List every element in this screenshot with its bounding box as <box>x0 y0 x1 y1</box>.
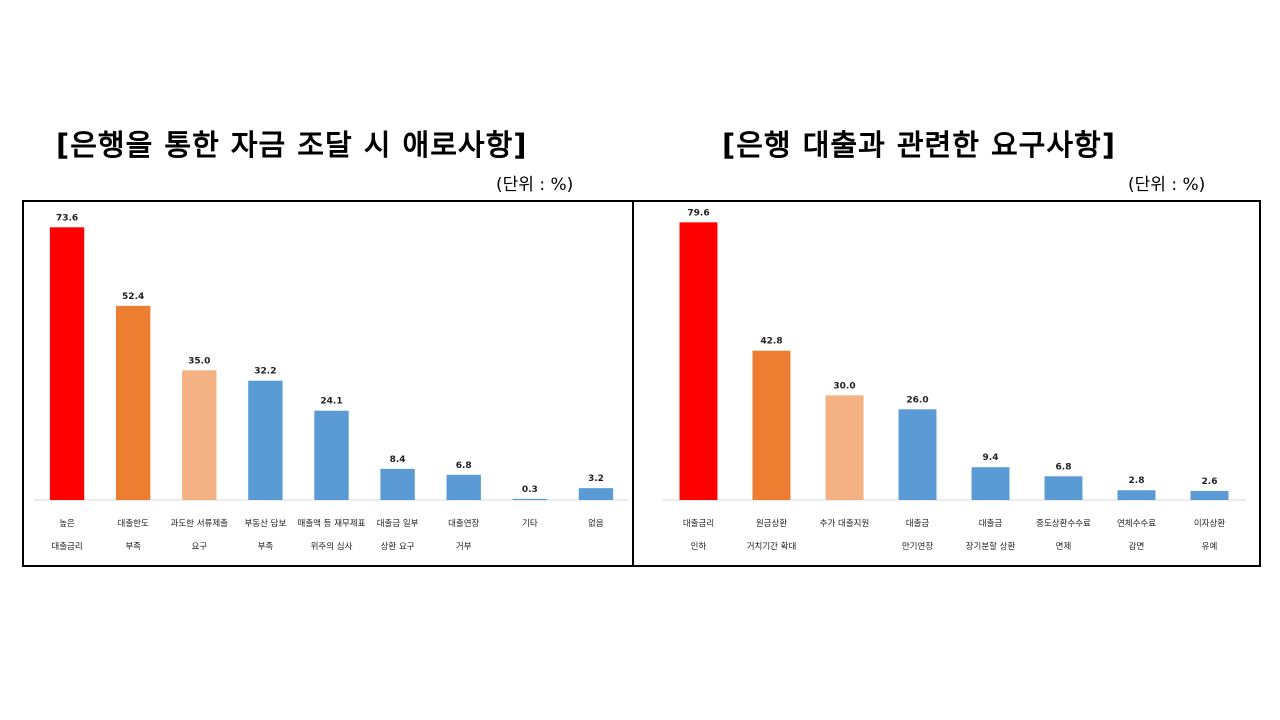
right-category-label-7: 연체수수료 <box>1117 518 1156 529</box>
left-category-label-9: 없음 <box>588 519 604 529</box>
left-data-label-2: 52.4 <box>122 292 144 302</box>
left-unit-label: (단위 : %) <box>496 175 574 195</box>
right-data-label-5: 9.4 <box>983 453 999 463</box>
right-bar-8 <box>1190 490 1229 500</box>
right-data-label-3: 30.0 <box>833 381 855 391</box>
right-category-label-4: 만기연장 <box>902 541 933 552</box>
left-category-label-7: 거부 <box>456 542 472 552</box>
left-category-label-6: 상환 요구 <box>381 541 415 552</box>
left-category-label-6: 대출금 일부 <box>377 518 419 529</box>
right-category-label-8: 유예 <box>1202 541 1218 552</box>
left-data-label-3: 35.0 <box>188 356 210 366</box>
right-bar-5 <box>971 467 1010 500</box>
right-category-label-8: 이자상환 <box>1194 518 1225 529</box>
right-data-label-6: 6.8 <box>1056 462 1072 472</box>
right-unit-label: (단위 : %) <box>1128 175 1206 195</box>
left-category-label-3: 요구 <box>191 542 207 552</box>
left-bar-3 <box>182 370 217 500</box>
right-bar-3 <box>825 395 864 500</box>
left-category-label-8: 기타 <box>522 519 538 529</box>
right-chart-title: [은행 대출과 관련한 요구사항] <box>722 128 1116 162</box>
right-category-label-5: 장기분할 상환 <box>966 541 1016 552</box>
left-bar-8 <box>512 498 548 500</box>
left-bar-2 <box>115 305 151 500</box>
left-bar-7 <box>446 474 481 500</box>
left-data-label-9: 3.2 <box>588 474 604 484</box>
right-category-label-5: 대출금 <box>979 518 1003 529</box>
right-data-label-1: 79.6 <box>687 208 709 218</box>
left-category-label-3: 과도한 서류제출 <box>171 518 229 529</box>
left-data-label-8: 0.3 <box>522 485 538 495</box>
right-category-label-2: 거치기간 확대 <box>747 541 797 552</box>
right-data-label-7: 2.8 <box>1129 476 1145 486</box>
left-category-label-4: 부동산 담보 <box>244 518 286 529</box>
left-category-label-1: 대출금리 <box>51 541 82 552</box>
right-category-label-6: 면제 <box>1056 541 1072 552</box>
left-category-label-5: 매출액 등 재무제표 <box>298 518 366 529</box>
right-bar-7 <box>1117 490 1156 500</box>
left-category-label-1: 높은 <box>59 519 75 529</box>
right-category-label-2: 원금상환 <box>756 518 787 529</box>
right-category-label-1: 인하 <box>691 541 707 552</box>
right-category-label-3: 추가 대출지원 <box>820 518 870 529</box>
left-bar-5 <box>314 410 349 500</box>
right-category-label-1: 대출금리 <box>683 518 714 529</box>
right-bar-2 <box>752 350 791 500</box>
frame-border <box>22 200 1261 567</box>
left-bar-6 <box>380 468 415 500</box>
left-data-label-4: 32.2 <box>254 367 276 377</box>
right-data-label-4: 26.0 <box>906 395 928 405</box>
left-category-label-4: 부족 <box>258 542 274 552</box>
right-bar-1 <box>679 222 718 500</box>
left-bar-1 <box>49 227 85 501</box>
left-data-label-6: 8.4 <box>390 455 406 465</box>
left-chart-title: [은행을 통한 자금 조달 시 애로사항] <box>56 128 528 162</box>
right-category-label-7: 감면 <box>1129 541 1145 552</box>
left-bar-9 <box>578 488 614 500</box>
right-data-label-2: 42.8 <box>760 337 782 347</box>
left-bar-4 <box>248 380 283 500</box>
left-data-label-1: 73.6 <box>56 213 78 223</box>
left-data-label-5: 24.1 <box>320 397 342 407</box>
left-category-label-7: 대출연장 <box>448 518 479 529</box>
left-category-label-5: 위주의 심사 <box>311 541 353 552</box>
right-bar-4 <box>898 409 937 500</box>
right-bar-6 <box>1044 476 1083 500</box>
right-category-label-4: 대출금 <box>906 518 930 529</box>
right-category-label-6: 중도상환수수료 <box>1036 518 1091 529</box>
left-category-label-2: 대출한도 <box>118 518 149 529</box>
left-data-label-7: 6.8 <box>456 461 472 471</box>
right-data-label-8: 2.6 <box>1202 477 1218 487</box>
left-category-label-2: 부족 <box>125 542 141 552</box>
